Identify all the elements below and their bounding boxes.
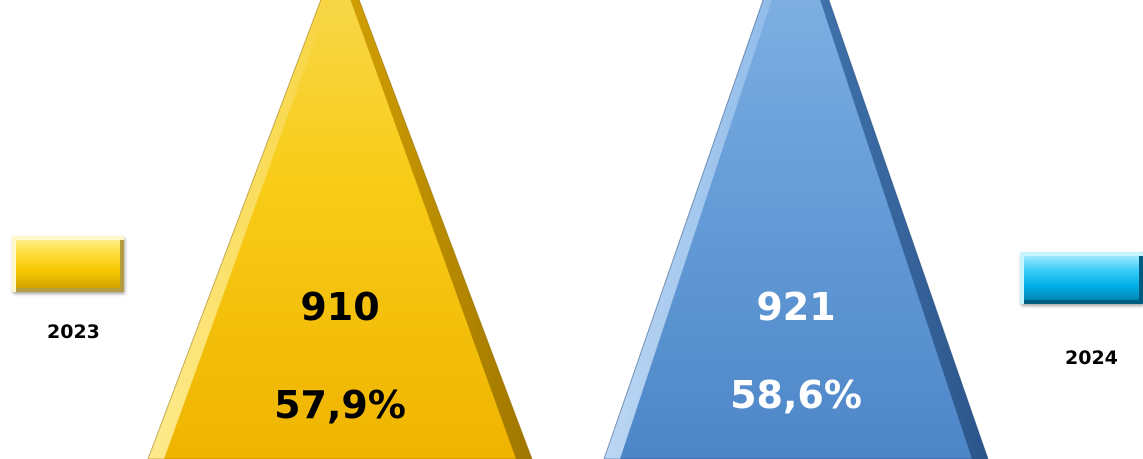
data-label-percent-2024: 58,6% xyxy=(730,373,862,417)
legend-label-2024: 2024 xyxy=(1065,347,1118,369)
legend-swatch-2024 xyxy=(1020,252,1143,304)
pyramid-bevel-left-2024 xyxy=(604,0,772,459)
data-label-value-2024: 921 xyxy=(756,285,835,329)
legend-label-2023: 2023 xyxy=(47,321,100,343)
pyramid-bevel-right-2023 xyxy=(350,0,532,459)
pyramid-outline-2023 xyxy=(147,0,533,459)
pyramid-2023 xyxy=(148,0,532,459)
data-label-percent-2023: 57,9% xyxy=(274,383,406,427)
data-label-value-2023: 910 xyxy=(300,285,379,329)
pyramid-bevel-right-2024 xyxy=(820,0,988,459)
legend-swatch-2023 xyxy=(12,236,124,292)
pyramid-outline-2024 xyxy=(603,0,989,459)
pyramid-bevel-left-2023 xyxy=(148,0,330,459)
pyramid-2024 xyxy=(604,0,988,459)
